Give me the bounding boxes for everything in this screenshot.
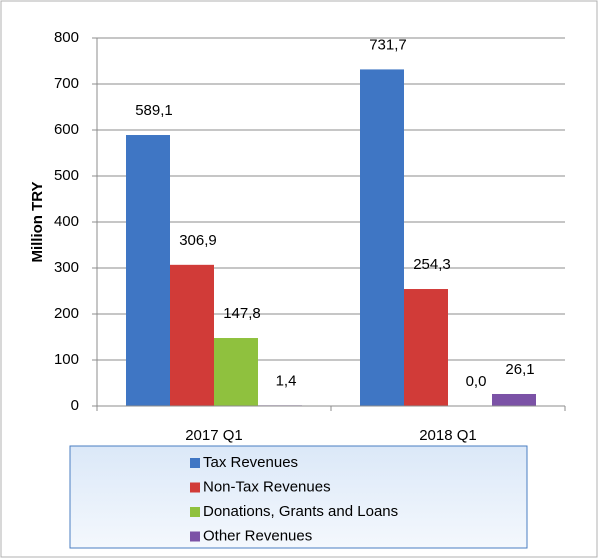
y-tick-label: 600 [54, 121, 79, 138]
bar [360, 69, 404, 406]
legend-swatch [190, 531, 200, 542]
data-label: 731,7 [369, 36, 407, 53]
x-tick-label: 2018 Q1 [419, 427, 477, 444]
y-tick-label: 100 [54, 351, 79, 368]
legend-swatch [190, 482, 200, 493]
data-label: 0,0 [466, 373, 487, 390]
x-tick-label: 2017 Q1 [185, 427, 243, 444]
y-tick-label: 200 [54, 305, 79, 322]
data-label: 26,1 [505, 361, 534, 378]
legend-label: Non-Tax Revenues [203, 478, 331, 495]
y-tick-label: 0 [71, 397, 79, 414]
bar [126, 135, 170, 406]
bar [170, 264, 214, 406]
bar [404, 289, 448, 406]
y-axis-label: Million TRY [29, 181, 46, 262]
bar [492, 393, 536, 406]
legend-label: Tax Revenues [203, 454, 298, 471]
data-label: 254,3 [413, 256, 451, 273]
legend-swatch [190, 507, 200, 517]
legend-label: Other Revenues [203, 527, 312, 544]
bar [214, 338, 258, 406]
y-tick-label: 500 [54, 167, 79, 184]
y-tick-label: 400 [54, 213, 79, 230]
data-label: 589,1 [135, 102, 173, 119]
data-label: 1,4 [276, 372, 297, 389]
legend-label: Donations, Grants and Loans [203, 503, 398, 520]
data-label: 147,8 [223, 305, 261, 322]
y-tick-label: 800 [54, 29, 79, 46]
y-tick-label: 300 [54, 259, 79, 276]
legend-box [69, 445, 528, 549]
legend-swatch [190, 458, 200, 468]
data-label: 306,9 [179, 232, 217, 249]
y-tick-label: 700 [54, 75, 79, 92]
